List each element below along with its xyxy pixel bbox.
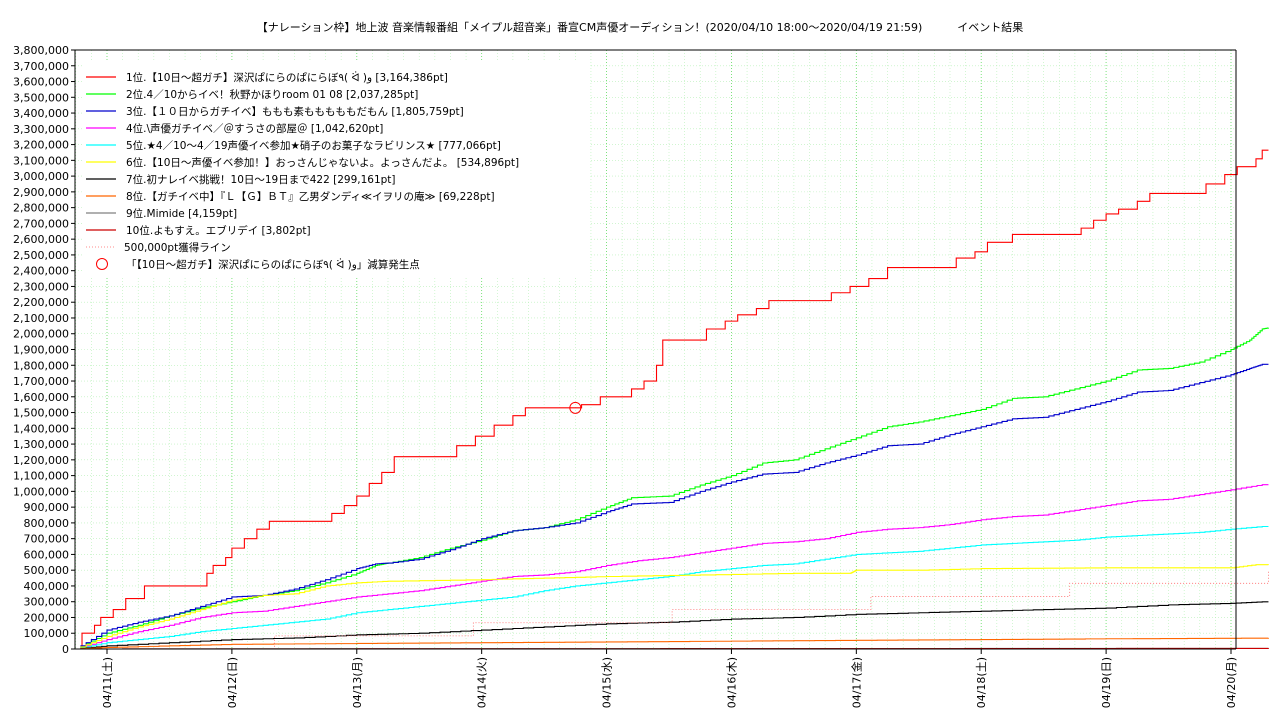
- y-tick-label: 2,500,000: [13, 249, 69, 262]
- y-tick-label: 3,800,000: [13, 44, 69, 57]
- legend-label: 7位.初ナレイベ挑戦！10日〜19日まで422 [299,161pt]: [126, 173, 396, 186]
- y-tick-label: 3,500,000: [13, 91, 69, 104]
- legend-label: 4位.\声優ガチイベ／＠すうさの部屋＠ [1,042,620pt]: [126, 122, 383, 135]
- chart-legend: 1位.【10日〜超ガチ】深沢ぱにらのぱにらぼ٩( ᐛ )و [3,164,386…: [82, 62, 590, 276]
- y-tick-label: 1,700,000: [13, 375, 69, 388]
- x-tick-label: 04/12(日): [226, 657, 239, 708]
- y-tick-label: 500,000: [24, 564, 70, 577]
- x-tick-label: 04/18(土): [975, 657, 988, 708]
- y-tick-label: 1,100,000: [13, 470, 69, 483]
- x-tick-label: 04/14(火): [476, 657, 489, 708]
- y-tick-label: 1,500,000: [13, 407, 69, 420]
- chart-title: 【ナレーション枠】地上波 音楽情報番組「メイプル超音楽」番宣CM声優オーディショ…: [0, 19, 1280, 35]
- legend-box: [82, 62, 590, 276]
- y-tick-label: 1,600,000: [13, 391, 69, 404]
- series-line-8: [75, 637, 1270, 650]
- y-tick-label: 1,900,000: [13, 344, 69, 357]
- legend-label: 6位.【10日〜声優イベ参加！】おっさんじゃないよ。よっさんだよ。 [534,8…: [126, 156, 519, 169]
- y-tick-label: 3,100,000: [13, 154, 69, 167]
- y-tick-label: 2,400,000: [13, 265, 69, 278]
- y-tick-label: 3,300,000: [13, 123, 69, 136]
- legend-label: 1位.【10日〜超ガチ】深沢ぱにらのぱにらぼ٩( ᐛ )و [3,164,386…: [126, 71, 448, 84]
- y-tick-label: 2,000,000: [13, 328, 69, 341]
- y-tick-label: 1,400,000: [13, 422, 69, 435]
- y-tick-label: 1,200,000: [13, 454, 69, 467]
- legend-label: 5位.★4／10〜4／19声優イベ参加★硝子のお菓子なラビリンス★ [777,0…: [126, 139, 501, 152]
- series-line-4: [75, 484, 1269, 650]
- y-tick-label: 2,100,000: [13, 312, 69, 325]
- x-tick-label: 04/19(日): [1100, 657, 1113, 708]
- x-tick-label: 04/20(月): [1225, 657, 1238, 708]
- y-tick-label: 100,000: [24, 627, 70, 640]
- y-tick-label: 600,000: [24, 548, 70, 561]
- series-line-6: [75, 564, 1270, 650]
- y-tick-label: 400,000: [24, 580, 70, 593]
- series-line-3: [75, 363, 1269, 650]
- y-tick-label: 3,400,000: [13, 107, 69, 120]
- x-tick-label: 04/17(金): [849, 657, 863, 708]
- legend-label: 10位.よもすえ。エブリデイ [3,802pt]: [126, 224, 311, 237]
- y-tick-label: 3,700,000: [13, 60, 69, 73]
- y-tick-label: 800,000: [24, 517, 70, 530]
- y-tick-label: 1,800,000: [13, 359, 69, 372]
- series-line-7: [75, 601, 1269, 650]
- legend-marker-swatch: [96, 258, 108, 270]
- y-tick-label: 200,000: [24, 611, 70, 624]
- y-tick-label: 1,000,000: [13, 485, 69, 498]
- y-tick-label: 3,600,000: [13, 76, 69, 89]
- y-tick-label: 2,600,000: [13, 233, 69, 246]
- legend-label: 9位.Mimide [4,159pt]: [126, 207, 237, 220]
- y-tick-label: 900,000: [24, 501, 70, 514]
- legend-label: 3位.【１０日からガチイベ】ももも素もももももだもん [1,805,759pt]: [126, 105, 464, 118]
- x-tick-label: 04/15(水): [601, 657, 614, 708]
- chart-title-suffix: イベント結果: [957, 21, 1024, 34]
- x-tick-label: 04/13(月): [351, 657, 364, 708]
- chart-title-main: 【ナレーション枠】地上波 音楽情報番組「メイプル超音楽」番宣CM声優オーディショ…: [256, 21, 923, 34]
- legend-label: 8位.【ガチイベ中】『Ｌ【Ｇ】ＢＴ』乙男ダンディ≪イヲリの庵≫ [69,228p…: [126, 190, 495, 203]
- y-tick-label: 700,000: [24, 533, 70, 546]
- chart-axes: 0 100,000 200,000 300,000 400,000 500,000 600,…: [13, 44, 1238, 708]
- y-tick-label: 2,300,000: [13, 280, 69, 293]
- y-tick-label: 1,300,000: [13, 438, 69, 451]
- y-tick-label: 2,200,000: [13, 296, 69, 309]
- deduction-point-marker: [569, 401, 582, 414]
- legend-label: 500,000pt獲得ライン: [124, 241, 231, 254]
- y-tick-label: 3,200,000: [13, 139, 69, 152]
- y-tick-label: 0: [62, 643, 69, 656]
- series-line-1: [75, 149, 1269, 650]
- y-tick-label: 3,000,000: [13, 170, 69, 183]
- y-tick-label: 2,900,000: [13, 186, 69, 199]
- x-tick-label: 04/16(木): [725, 657, 738, 708]
- legend-label: 2位.4／10からイベ！秋野かほりroom 01 08 [2,037,285pt…: [126, 88, 418, 101]
- y-tick-label: 300,000: [24, 596, 70, 609]
- legend-label: 「【10日〜超ガチ】深沢ぱにらのぱにらぼ٩( ᐛ )و」減算発生点: [126, 258, 420, 271]
- series-line-11: [75, 570, 1269, 650]
- y-tick-label: 2,800,000: [13, 202, 69, 215]
- x-tick-label: 04/11(土): [101, 657, 114, 708]
- y-tick-label: 2,700,000: [13, 217, 69, 230]
